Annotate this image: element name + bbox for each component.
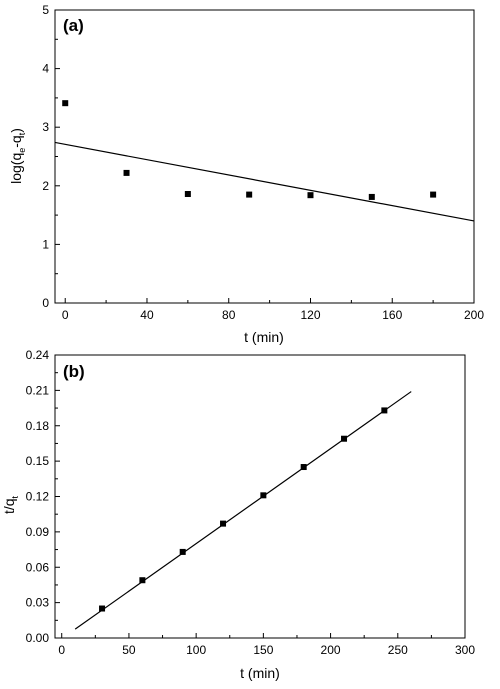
panel-a: (a) t (min) log(qe-qt) 0 40 80 120 160 200 0 1 2… [8,3,484,345]
plot-frame-a [54,9,475,304]
y-tick-label-a: 0 [42,296,49,310]
y-tick-label-b: 0.06 [26,560,50,574]
y-tick-label-b: 0.00 [26,631,50,645]
x-tick-label-b: 300 [455,643,475,657]
data-point-b [220,520,227,527]
fit-line-b [74,391,412,630]
y-axis-title-a: log(qe-qt) [8,128,27,184]
y-tick-label-a: 3 [42,120,49,134]
data-point-a [430,191,437,198]
y-tick-label-b: 0.09 [26,525,50,539]
x-tick-label-a: 200 [464,308,484,322]
marks-a: 0 40 80 120 160 200 0 1 2 3 4 5 [42,3,484,322]
data-point-b [179,548,186,555]
marks-b: 0 50 100 150 200 250 300 0.00 0.03 0.06 0.09 0.12 0.… [26,348,476,657]
data-point-b [381,407,388,414]
x-axis-title-a: t (min) [244,329,284,345]
data-point-a [246,191,253,198]
data-point-a [184,191,191,198]
x-tick-label-b: 150 [253,643,273,657]
data-point-a [62,100,69,107]
y-axis-title-b: t/qt [1,495,20,514]
y-tick-label-a: 2 [42,179,49,193]
x-tick-label-a: 80 [222,308,236,322]
y-tick-label-b: 0.21 [26,383,50,397]
data-point-b [260,492,267,499]
panel-label-a: (a) [63,16,84,35]
x-tick-label-a: 160 [382,308,402,322]
y-tick-label-a: 4 [42,62,49,76]
y-tick-label-b: 0.12 [26,490,50,504]
y-tick-label-a: 1 [42,237,49,251]
panel-label-b: (b) [63,362,85,381]
x-tick-label-a: 120 [300,308,320,322]
x-tick-label-b: 50 [122,643,136,657]
x-tick-label-a: 0 [62,308,69,322]
data-point-a [123,169,130,176]
y-tick-label-a: 5 [42,3,49,17]
y-tick-label-b: 0.15 [26,454,50,468]
y-tick-label-b: 0.03 [26,596,50,610]
x-tick-label-b: 250 [388,643,408,657]
data-point-b [300,464,307,471]
data-point-a [307,192,314,199]
y-tick-label-b: 0.18 [26,419,50,433]
data-point-a [368,193,375,200]
x-tick-label-b: 200 [321,643,341,657]
y-tick-label-b: 0.24 [26,348,50,362]
x-tick-label-b: 0 [58,643,65,657]
fit-line-a [54,141,475,222]
panel-b: (b) t (min) t/qt 0 50 100 150 200 250 3000.000… [1,348,475,681]
data-point-b [139,577,146,584]
x-tick-label-b: 100 [186,643,206,657]
x-axis-title-b: t (min) [240,665,280,681]
data-point-b [341,435,348,442]
data-point-b [99,605,106,612]
x-tick-label-a: 40 [140,308,154,322]
